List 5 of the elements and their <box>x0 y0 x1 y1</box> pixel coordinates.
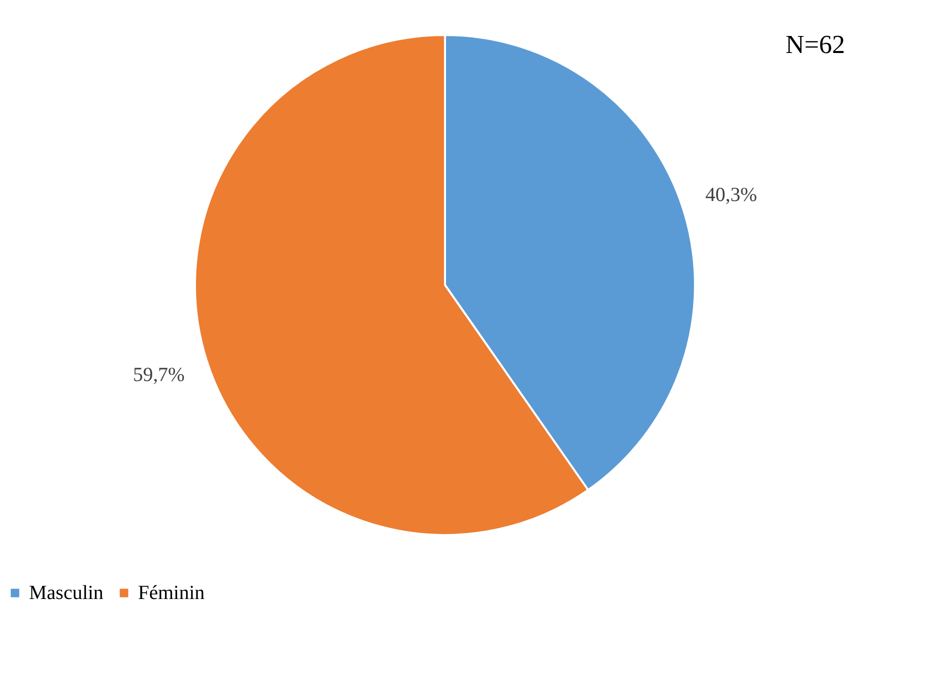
data-label: 59,7% <box>132 364 185 386</box>
data-label: 40,3% <box>705 184 758 206</box>
legend-label: Féminin <box>138 582 205 604</box>
text: N=62 <box>786 30 845 59</box>
legend-label: Masculin <box>29 582 104 604</box>
